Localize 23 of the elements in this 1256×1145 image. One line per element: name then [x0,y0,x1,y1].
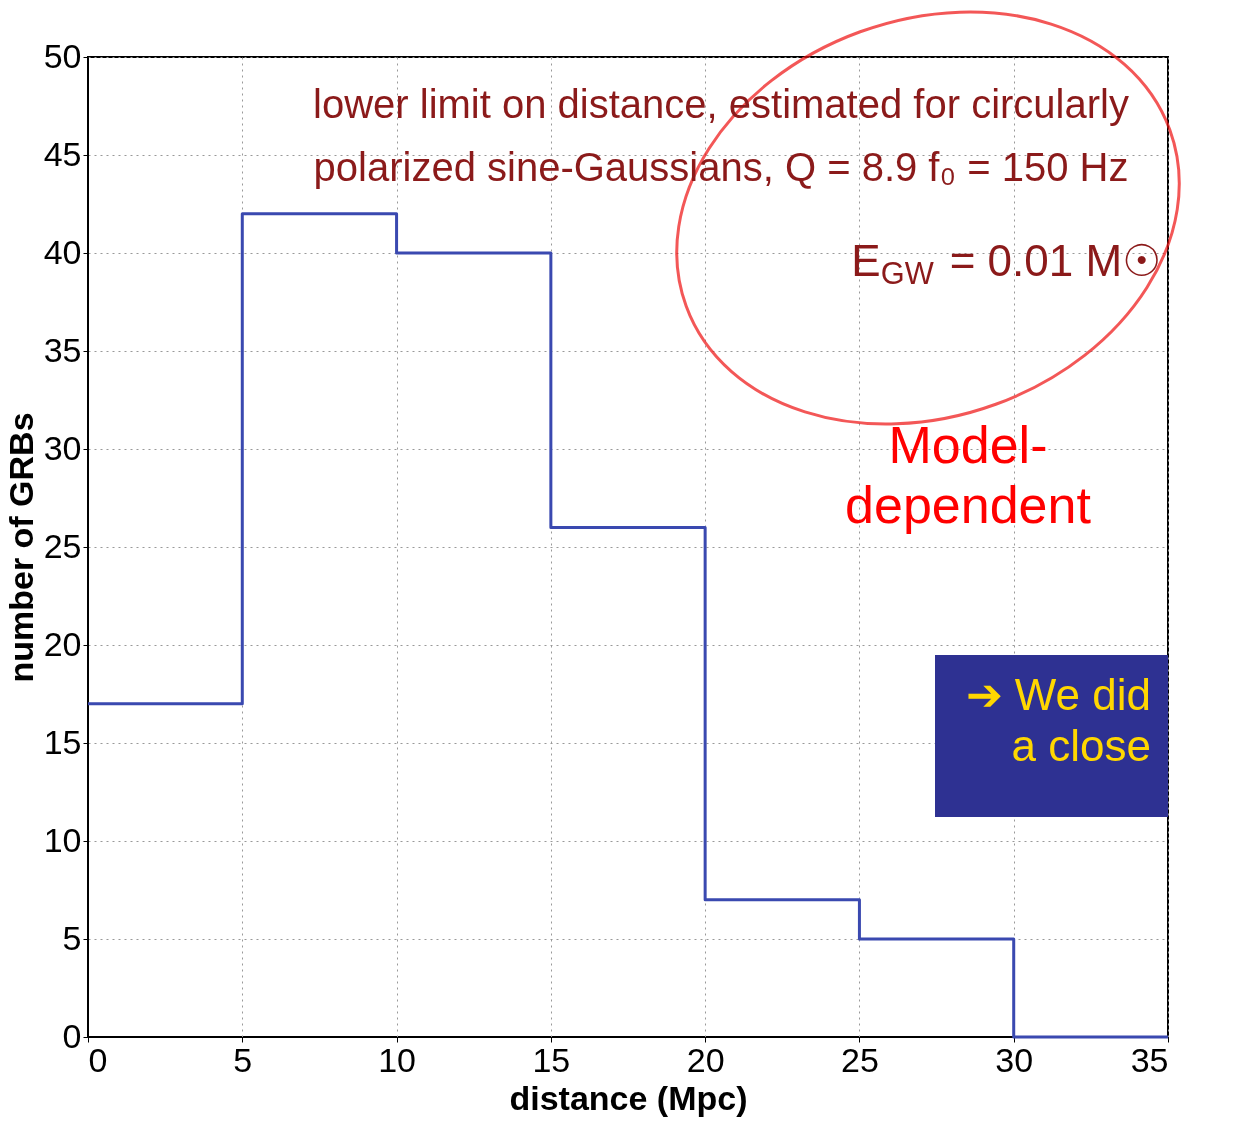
y-tick-label: 20 [43,624,82,663]
x-tick-label: 0 [88,1040,108,1079]
y-tick-label: 35 [43,330,82,369]
x-tick-label: 10 [378,1040,416,1079]
y-tick-label: 25 [43,526,82,565]
y-axis-title: number of GRBs [1,412,40,683]
y-tick-label: 10 [43,820,82,859]
x-tick-label: 30 [995,1040,1034,1079]
x-axis-title: distance (Mpc) [509,1078,748,1117]
annotation: ➔ We did a close [965,670,1151,770]
x-tick-label: 35 [1130,1040,1169,1079]
annotation: Model- dependent [845,416,1092,534]
x-tick-label: 20 [686,1040,725,1079]
y-tick-label: 30 [43,428,82,467]
y-tick-label: 50 [43,36,82,75]
y-tick-label: 15 [43,722,82,761]
x-tick-label: 15 [532,1040,571,1079]
x-tick-label: 5 [233,1040,253,1079]
y-tick-label: 45 [43,134,82,173]
y-tick-label: 40 [43,232,82,271]
x-tick-label: 25 [841,1040,879,1079]
y-tick-label: 0 [62,1016,82,1055]
y-tick-label: 5 [62,918,82,957]
